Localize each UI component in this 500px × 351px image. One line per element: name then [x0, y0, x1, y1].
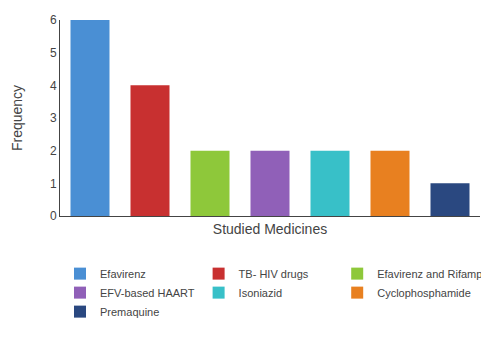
svg-text:Frequency: Frequency	[9, 85, 25, 151]
svg-text:5: 5	[50, 46, 57, 60]
svg-text:Premaquine: Premaquine	[100, 306, 159, 318]
svg-text:0: 0	[50, 209, 57, 223]
svg-text:3: 3	[50, 111, 57, 125]
svg-text:Cyclophosphamide: Cyclophosphamide	[377, 287, 471, 299]
svg-text:4: 4	[50, 79, 57, 93]
svg-text:Efavirenz and Rifampicin: Efavirenz and Rifampicin	[377, 268, 481, 280]
svg-text:TB- HIV drugs: TB- HIV drugs	[239, 268, 309, 280]
svg-text:Efavirenz: Efavirenz	[100, 268, 146, 280]
svg-text:1: 1	[50, 177, 57, 191]
svg-text:Studied Medicines: Studied Medicines	[213, 221, 327, 237]
svg-text:EFV-based HAART: EFV-based HAART	[100, 287, 195, 299]
svg-text:Isoniazid: Isoniazid	[239, 287, 282, 299]
svg-text:6: 6	[50, 13, 57, 27]
svg-text:2: 2	[50, 144, 57, 158]
